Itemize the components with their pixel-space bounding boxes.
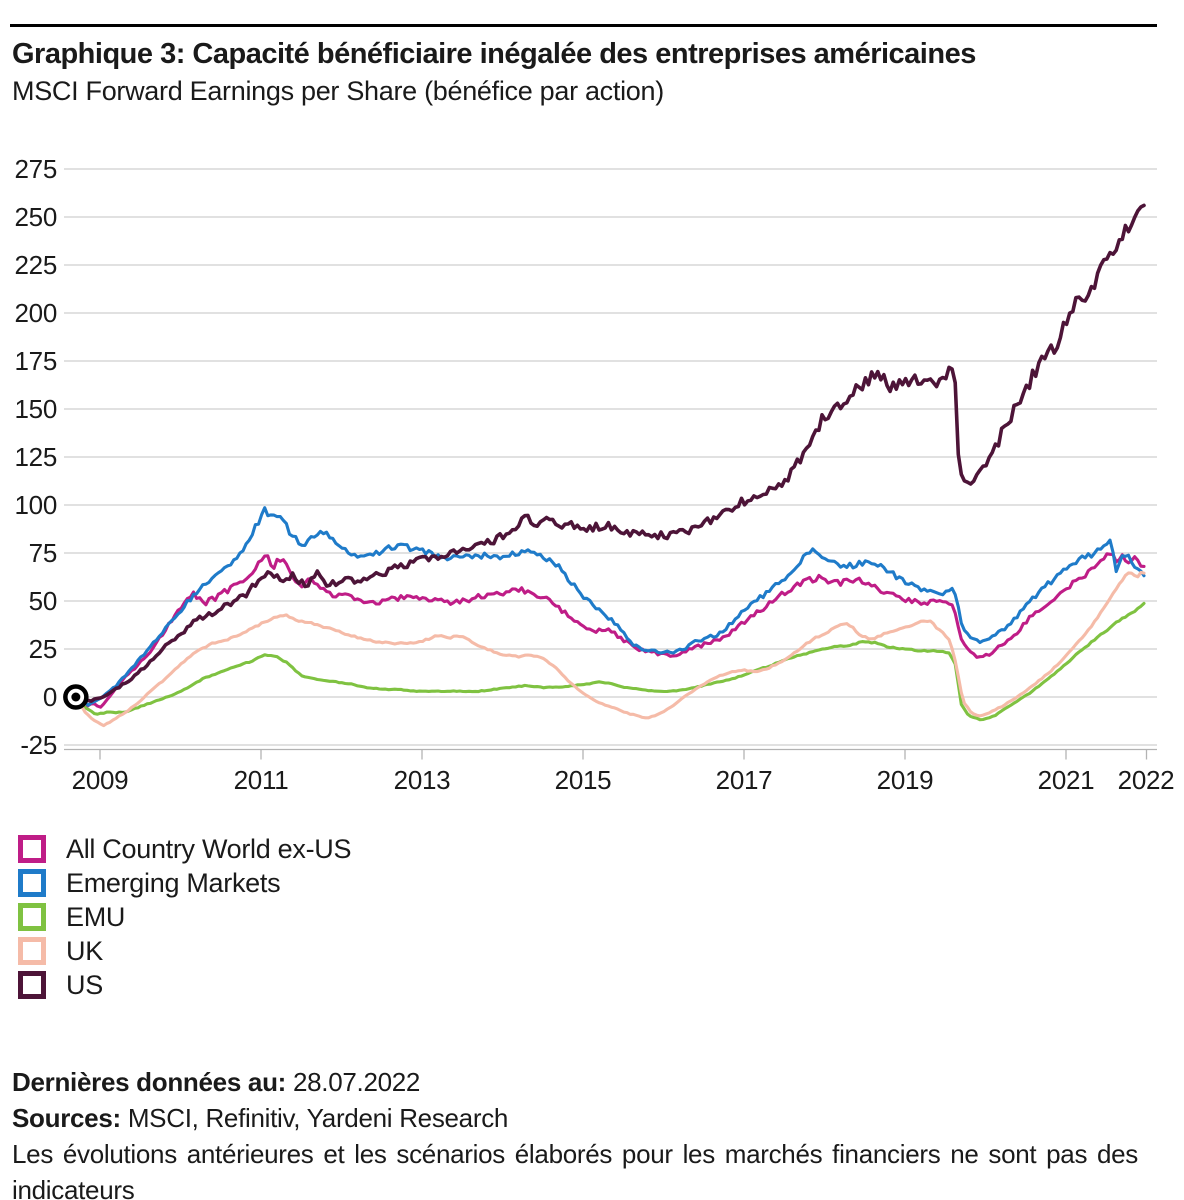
y-axis-tick-label: 150 <box>15 394 57 424</box>
footer-notes: Dernières données au: 28.07.2022 Sources… <box>12 1064 1138 1200</box>
last-data-label: Dernières données au: <box>12 1067 287 1097</box>
y-axis-tick-label: 225 <box>15 250 57 280</box>
series-line-emerging-markets <box>74 506 1146 707</box>
disclaimer-line-1: Les évolutions antérieures et les scénar… <box>12 1139 1138 1200</box>
chart-title: Graphique 3: Capacité bénéficiaire inéga… <box>12 38 976 70</box>
y-axis-tick-label: -25 <box>20 730 57 760</box>
legend-swatch-icon <box>18 903 46 931</box>
last-data-value: 28.07.2022 <box>292 1067 421 1097</box>
legend-item: UK <box>18 937 351 965</box>
y-axis-tick-label: 0 <box>43 682 57 712</box>
y-axis-tick-label: 125 <box>15 442 57 472</box>
legend-swatch-icon <box>18 835 46 863</box>
sources-label: Sources: <box>12 1103 121 1133</box>
x-axis-tick-label: 2019 <box>877 765 934 795</box>
series-line-us <box>74 203 1146 703</box>
x-axis-tick-label: 2017 <box>716 765 773 795</box>
y-axis-tick-label: 50 <box>29 586 57 616</box>
y-axis-tick-label: 175 <box>15 346 57 376</box>
y-axis-tick-label: 200 <box>15 298 57 328</box>
legend-label: US <box>66 970 103 1000</box>
legend-label: Emerging Markets <box>66 868 281 898</box>
y-axis-tick-label: 75 <box>29 538 57 568</box>
legend-swatch-icon <box>18 971 46 999</box>
last-data-line: Dernières données au: 28.07.2022 <box>12 1064 1138 1100</box>
x-axis-tick-label: 2022 <box>1118 765 1175 795</box>
x-axis-tick-label: 2015 <box>555 765 612 795</box>
legend-label: EMU <box>66 902 126 932</box>
legend-item: Emerging Markets <box>18 869 351 897</box>
series-line-uk <box>74 570 1146 728</box>
sources-value: MSCI, Refinitiv, Yardeni Research <box>127 1103 509 1133</box>
legend-swatch-icon <box>18 937 46 965</box>
x-axis-tick-label: 2009 <box>72 765 129 795</box>
y-axis-tick-label: 100 <box>15 490 57 520</box>
legend-swatch-icon <box>18 869 46 897</box>
x-axis-tick-label: 2013 <box>394 765 451 795</box>
origin-marker-dot-icon <box>71 692 81 702</box>
y-axis-tick-label: 250 <box>15 202 57 232</box>
sources-line: Sources: MSCI, Refinitiv, Yardeni Resear… <box>12 1100 1138 1136</box>
y-axis-tick-label: 275 <box>15 154 57 184</box>
legend-label: UK <box>66 936 103 966</box>
series-line-emu <box>74 601 1146 722</box>
legend-item: US <box>18 971 351 999</box>
legend-item: EMU <box>18 903 351 931</box>
x-axis-tick-label: 2011 <box>234 765 289 795</box>
chart-legend: All Country World ex-US Emerging Markets E… <box>18 835 351 1005</box>
chart-subtitle: MSCI Forward Earnings per Share (bénéfic… <box>12 76 664 106</box>
x-axis-tick-label: 2021 <box>1038 765 1095 795</box>
legend-label: All Country World ex-US <box>66 834 352 864</box>
y-axis-tick-label: 25 <box>29 634 57 664</box>
legend-item: All Country World ex-US <box>18 835 351 863</box>
series-line-all-country-world-ex-us <box>74 552 1146 710</box>
top-rule <box>10 24 1157 27</box>
